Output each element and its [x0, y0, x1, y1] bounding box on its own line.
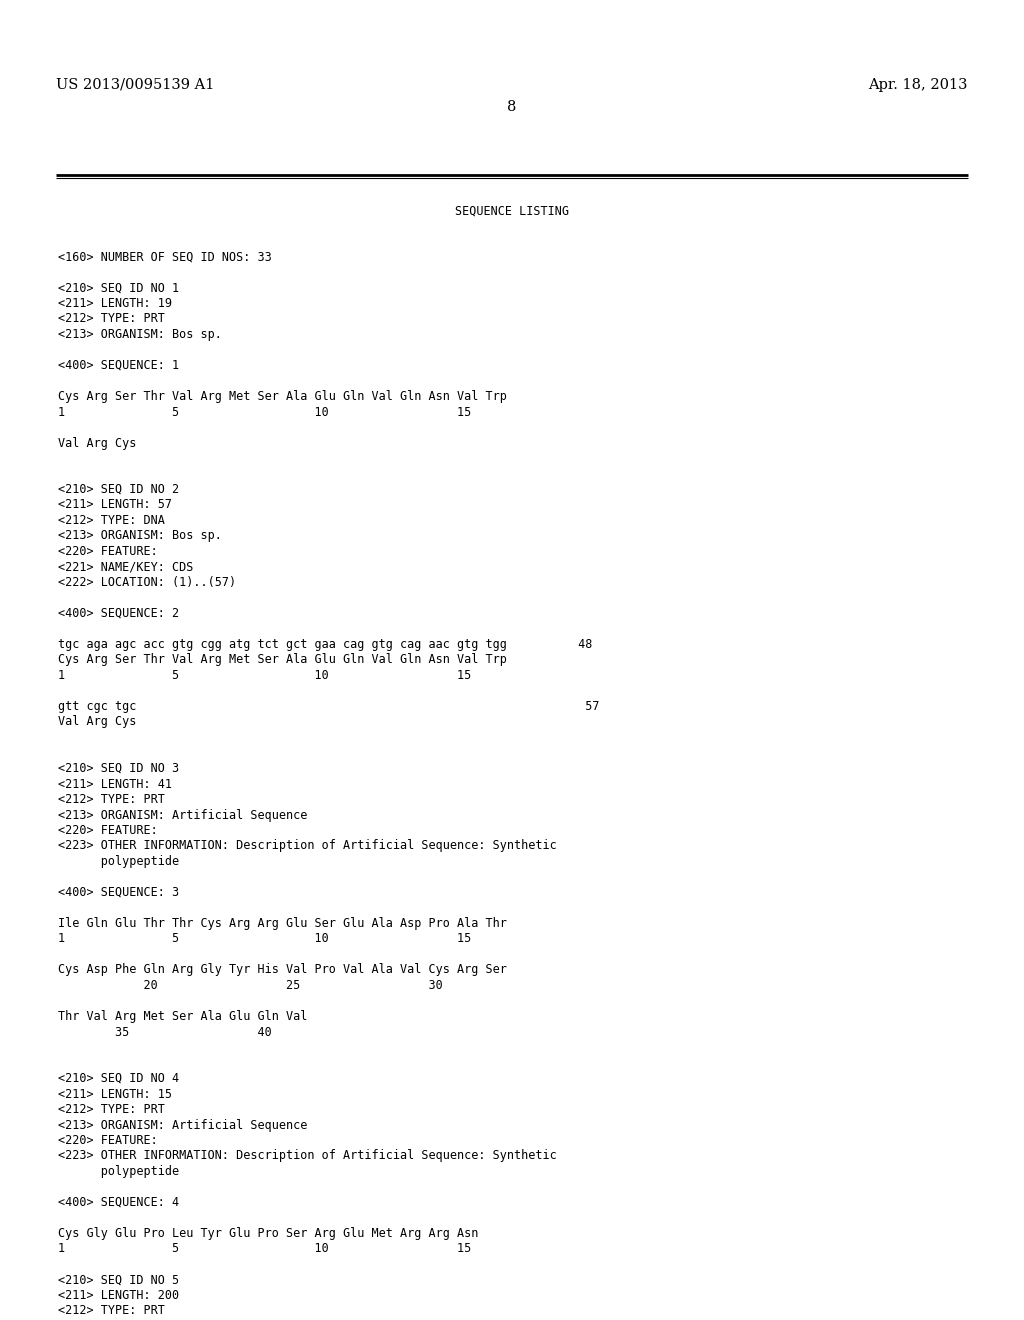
- Text: <211> LENGTH: 41: <211> LENGTH: 41: [58, 777, 172, 791]
- Text: 1               5                   10                  15: 1 5 10 15: [58, 669, 472, 682]
- Text: polypeptide: polypeptide: [58, 855, 179, 869]
- Text: <212> TYPE: PRT: <212> TYPE: PRT: [58, 1104, 165, 1115]
- Text: 20                  25                  30: 20 25 30: [58, 979, 443, 993]
- Text: <210> SEQ ID NO 1: <210> SEQ ID NO 1: [58, 281, 179, 294]
- Text: Val Arg Cys: Val Arg Cys: [58, 715, 137, 729]
- Text: <212> TYPE: PRT: <212> TYPE: PRT: [58, 793, 165, 807]
- Text: <223> OTHER INFORMATION: Description of Artificial Sequence: Synthetic: <223> OTHER INFORMATION: Description of …: [58, 1150, 557, 1163]
- Text: <213> ORGANISM: Bos sp.: <213> ORGANISM: Bos sp.: [58, 529, 222, 543]
- Text: <211> LENGTH: 19: <211> LENGTH: 19: [58, 297, 172, 310]
- Text: <400> SEQUENCE: 4: <400> SEQUENCE: 4: [58, 1196, 179, 1209]
- Text: Cys Asp Phe Gln Arg Gly Tyr His Val Pro Val Ala Val Cys Arg Ser: Cys Asp Phe Gln Arg Gly Tyr His Val Pro …: [58, 964, 507, 977]
- Text: <400> SEQUENCE: 3: <400> SEQUENCE: 3: [58, 886, 179, 899]
- Text: Cys Arg Ser Thr Val Arg Met Ser Ala Glu Gln Val Gln Asn Val Trp: Cys Arg Ser Thr Val Arg Met Ser Ala Glu …: [58, 389, 507, 403]
- Text: SEQUENCE LISTING: SEQUENCE LISTING: [455, 205, 569, 218]
- Text: <221> NAME/KEY: CDS: <221> NAME/KEY: CDS: [58, 561, 194, 573]
- Text: <213> ORGANISM: Bos sp.: <213> ORGANISM: Bos sp.: [58, 327, 222, 341]
- Text: <210> SEQ ID NO 2: <210> SEQ ID NO 2: [58, 483, 179, 496]
- Text: <223> OTHER INFORMATION: Description of Artificial Sequence: Synthetic: <223> OTHER INFORMATION: Description of …: [58, 840, 557, 853]
- Text: <212> TYPE: DNA: <212> TYPE: DNA: [58, 513, 165, 527]
- Text: 8: 8: [507, 100, 517, 114]
- Text: polypeptide: polypeptide: [58, 1166, 179, 1177]
- Text: US 2013/0095139 A1: US 2013/0095139 A1: [56, 78, 215, 92]
- Text: <213> ORGANISM: Artificial Sequence: <213> ORGANISM: Artificial Sequence: [58, 1118, 308, 1131]
- Text: Apr. 18, 2013: Apr. 18, 2013: [868, 78, 968, 92]
- Text: <160> NUMBER OF SEQ ID NOS: 33: <160> NUMBER OF SEQ ID NOS: 33: [58, 251, 272, 264]
- Text: 1               5                   10                  15: 1 5 10 15: [58, 405, 472, 418]
- Text: <400> SEQUENCE: 1: <400> SEQUENCE: 1: [58, 359, 179, 372]
- Text: <220> FEATURE:: <220> FEATURE:: [58, 545, 158, 558]
- Text: tgc aga agc acc gtg cgg atg tct gct gaa cag gtg cag aac gtg tgg          48: tgc aga agc acc gtg cgg atg tct gct gaa …: [58, 638, 593, 651]
- Text: <400> SEQUENCE: 2: <400> SEQUENCE: 2: [58, 607, 179, 620]
- Text: Thr Val Arg Met Ser Ala Glu Gln Val: Thr Val Arg Met Ser Ala Glu Gln Val: [58, 1010, 308, 1023]
- Text: Ile Gln Glu Thr Thr Cys Arg Arg Glu Ser Glu Ala Asp Pro Ala Thr: Ile Gln Glu Thr Thr Cys Arg Arg Glu Ser …: [58, 917, 507, 931]
- Text: Val Arg Cys: Val Arg Cys: [58, 437, 137, 450]
- Text: <210> SEQ ID NO 4: <210> SEQ ID NO 4: [58, 1072, 179, 1085]
- Text: <211> LENGTH: 200: <211> LENGTH: 200: [58, 1290, 179, 1302]
- Text: Cys Gly Glu Pro Leu Tyr Glu Pro Ser Arg Glu Met Arg Arg Asn: Cys Gly Glu Pro Leu Tyr Glu Pro Ser Arg …: [58, 1228, 479, 1239]
- Text: <213> ORGANISM: Artificial Sequence: <213> ORGANISM: Artificial Sequence: [58, 808, 308, 821]
- Text: 1               5                   10                  15: 1 5 10 15: [58, 932, 472, 945]
- Text: Cys Arg Ser Thr Val Arg Met Ser Ala Glu Gln Val Gln Asn Val Trp: Cys Arg Ser Thr Val Arg Met Ser Ala Glu …: [58, 653, 507, 667]
- Text: 1               5                   10                  15: 1 5 10 15: [58, 1242, 472, 1255]
- Text: <210> SEQ ID NO 5: <210> SEQ ID NO 5: [58, 1274, 179, 1287]
- Text: 35                  40: 35 40: [58, 1026, 272, 1039]
- Text: <212> TYPE: PRT: <212> TYPE: PRT: [58, 1304, 165, 1317]
- Text: <212> TYPE: PRT: <212> TYPE: PRT: [58, 313, 165, 326]
- Text: <220> FEATURE:: <220> FEATURE:: [58, 1134, 158, 1147]
- Text: <210> SEQ ID NO 3: <210> SEQ ID NO 3: [58, 762, 179, 775]
- Text: <211> LENGTH: 57: <211> LENGTH: 57: [58, 499, 172, 511]
- Text: <222> LOCATION: (1)..(57): <222> LOCATION: (1)..(57): [58, 576, 237, 589]
- Text: gtt cgc tgc                                                               57: gtt cgc tgc 57: [58, 700, 600, 713]
- Text: <220> FEATURE:: <220> FEATURE:: [58, 824, 158, 837]
- Text: <211> LENGTH: 15: <211> LENGTH: 15: [58, 1088, 172, 1101]
